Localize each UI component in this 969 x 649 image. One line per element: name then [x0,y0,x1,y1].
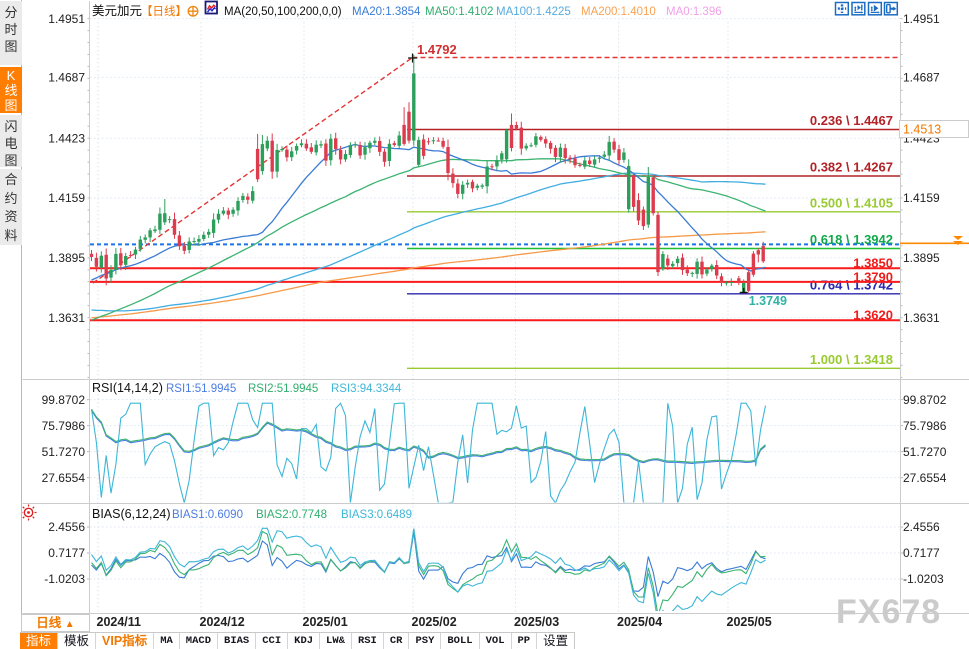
svg-text:RSI(14,14,2): RSI(14,14,2) [92,381,163,395]
svg-text:1.3749: 1.3749 [749,294,787,308]
svg-text:1.4513: 1.4513 [903,123,941,137]
svg-text:FX678: FX678 [836,593,941,631]
svg-text:1.3631: 1.3631 [903,311,940,325]
svg-text:RSI3:94.3344: RSI3:94.3344 [331,383,402,395]
svg-text:1.000 \ 1.3418: 1.000 \ 1.3418 [810,352,893,367]
svg-text:2.4556: 2.4556 [903,520,940,534]
svg-text:MA0:1.396: MA0:1.396 [666,6,722,18]
svg-text:美元加元: 美元加元 [92,4,142,18]
svg-text:1.4687: 1.4687 [48,71,85,85]
svg-text:1.4792: 1.4792 [417,42,457,57]
svg-text:2024/12: 2024/12 [200,615,245,629]
svg-text:0.500 \ 1.4105: 0.500 \ 1.4105 [810,195,893,210]
svg-text:BIAS2:0.7748: BIAS2:0.7748 [256,509,327,521]
svg-text:0.7177: 0.7177 [903,546,940,560]
svg-text:MA20:1.3854: MA20:1.3854 [352,6,421,18]
svg-text:BIAS(6,12,24): BIAS(6,12,24) [92,507,171,521]
svg-text:2025/01: 2025/01 [303,615,348,629]
svg-text:1.3895: 1.3895 [903,251,940,265]
svg-text:27.6554: 27.6554 [42,471,86,485]
svg-text:1.4951: 1.4951 [48,12,85,26]
svg-text:-1.0203: -1.0203 [44,572,85,586]
svg-text:2025/05: 2025/05 [727,615,772,629]
svg-text:75.7986: 75.7986 [42,419,86,433]
svg-text:【日线】: 【日线】 [141,4,187,18]
svg-text:MA100:1.4225: MA100:1.4225 [496,6,571,18]
svg-text:BIAS1:0.6090: BIAS1:0.6090 [172,509,243,521]
svg-text:27.6554: 27.6554 [903,471,947,485]
svg-text:0.7177: 0.7177 [48,546,85,560]
svg-text:51.7270: 51.7270 [42,445,86,459]
svg-text:MA(20,50,100,200,0,0): MA(20,50,100,200,0,0) [224,6,342,18]
svg-text:1.3620: 1.3620 [853,308,893,323]
svg-text:2025/02: 2025/02 [412,615,457,629]
svg-text:MA50:1.4102: MA50:1.4102 [425,6,493,18]
svg-text:1.3631: 1.3631 [48,311,85,325]
svg-text:-1.0203: -1.0203 [903,572,944,586]
svg-text:1.4159: 1.4159 [903,191,940,205]
svg-text:2.4556: 2.4556 [48,520,85,534]
svg-text:0.382 \ 1.4267: 0.382 \ 1.4267 [810,160,893,175]
svg-text:1.3790: 1.3790 [853,269,893,284]
svg-text:2025/03: 2025/03 [514,615,559,629]
svg-text:1.3850: 1.3850 [853,255,893,270]
svg-text:1.4951: 1.4951 [903,12,940,26]
svg-text:1.4687: 1.4687 [903,71,940,85]
svg-text:51.7270: 51.7270 [903,445,947,459]
svg-text:0.618 \ 1.3942: 0.618 \ 1.3942 [810,232,893,247]
svg-text:RSI1:51.9945: RSI1:51.9945 [166,383,236,395]
svg-text:BIAS3:0.6489: BIAS3:0.6489 [341,509,412,521]
svg-text:RSI2:51.9945: RSI2:51.9945 [248,383,318,395]
svg-text:1.4159: 1.4159 [48,191,85,205]
svg-text:99.8702: 99.8702 [903,393,947,407]
svg-text:1.4423: 1.4423 [48,131,85,145]
svg-text:1.3895: 1.3895 [48,251,85,265]
svg-text:0.236 \ 1.4467: 0.236 \ 1.4467 [810,113,893,128]
svg-text:2025/04: 2025/04 [617,615,662,629]
svg-text:99.8702: 99.8702 [42,393,86,407]
svg-text:75.7986: 75.7986 [903,419,947,433]
svg-text:2024/11: 2024/11 [97,615,142,629]
svg-text:MA200:1.4010: MA200:1.4010 [581,6,656,18]
